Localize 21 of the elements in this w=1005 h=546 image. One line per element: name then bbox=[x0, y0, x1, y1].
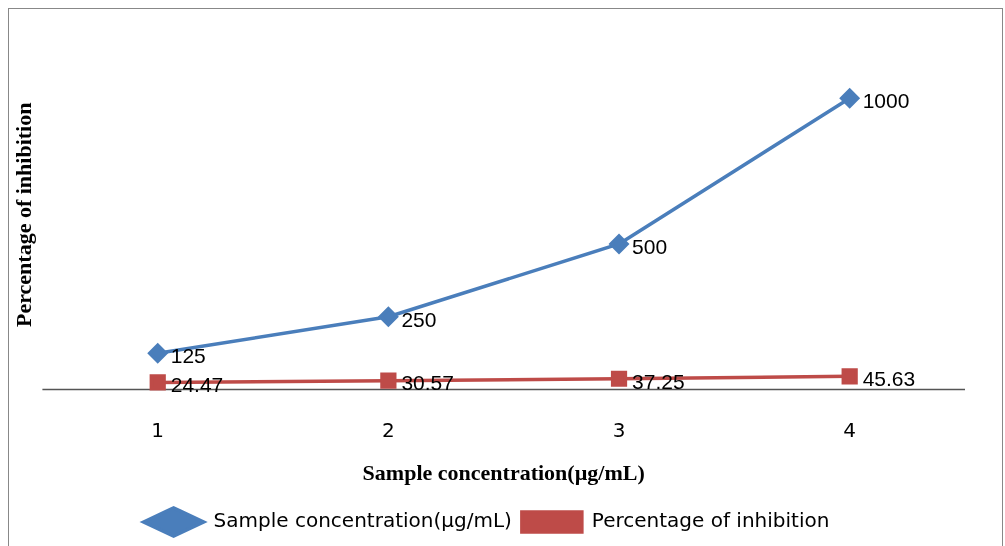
data-label: 1000 bbox=[862, 89, 910, 113]
x-tick-label: 3 bbox=[612, 417, 626, 442]
point bbox=[147, 343, 168, 363]
data-label: 500 bbox=[632, 234, 668, 258]
legend-label: Sample concentration(µg/mL) bbox=[213, 508, 512, 533]
point bbox=[841, 368, 858, 385]
legend-label: Percentage of inhibition bbox=[591, 508, 830, 533]
x-tick-label: 2 bbox=[382, 417, 395, 442]
x-axis-title: Sample concentration(µg/mL) bbox=[362, 460, 645, 486]
point bbox=[609, 234, 629, 254]
data-label: 45.63 bbox=[862, 367, 916, 391]
data-label: 250 bbox=[401, 307, 437, 331]
x-tick-label: 1 bbox=[151, 417, 165, 442]
data-label: 125 bbox=[170, 343, 206, 367]
point bbox=[610, 370, 628, 387]
x-tick-label: 4 bbox=[843, 417, 857, 442]
point bbox=[380, 372, 397, 389]
point bbox=[378, 307, 399, 327]
point bbox=[839, 88, 860, 109]
point bbox=[149, 374, 166, 391]
y-axis-title: Percentage of inhibition bbox=[10, 102, 36, 328]
